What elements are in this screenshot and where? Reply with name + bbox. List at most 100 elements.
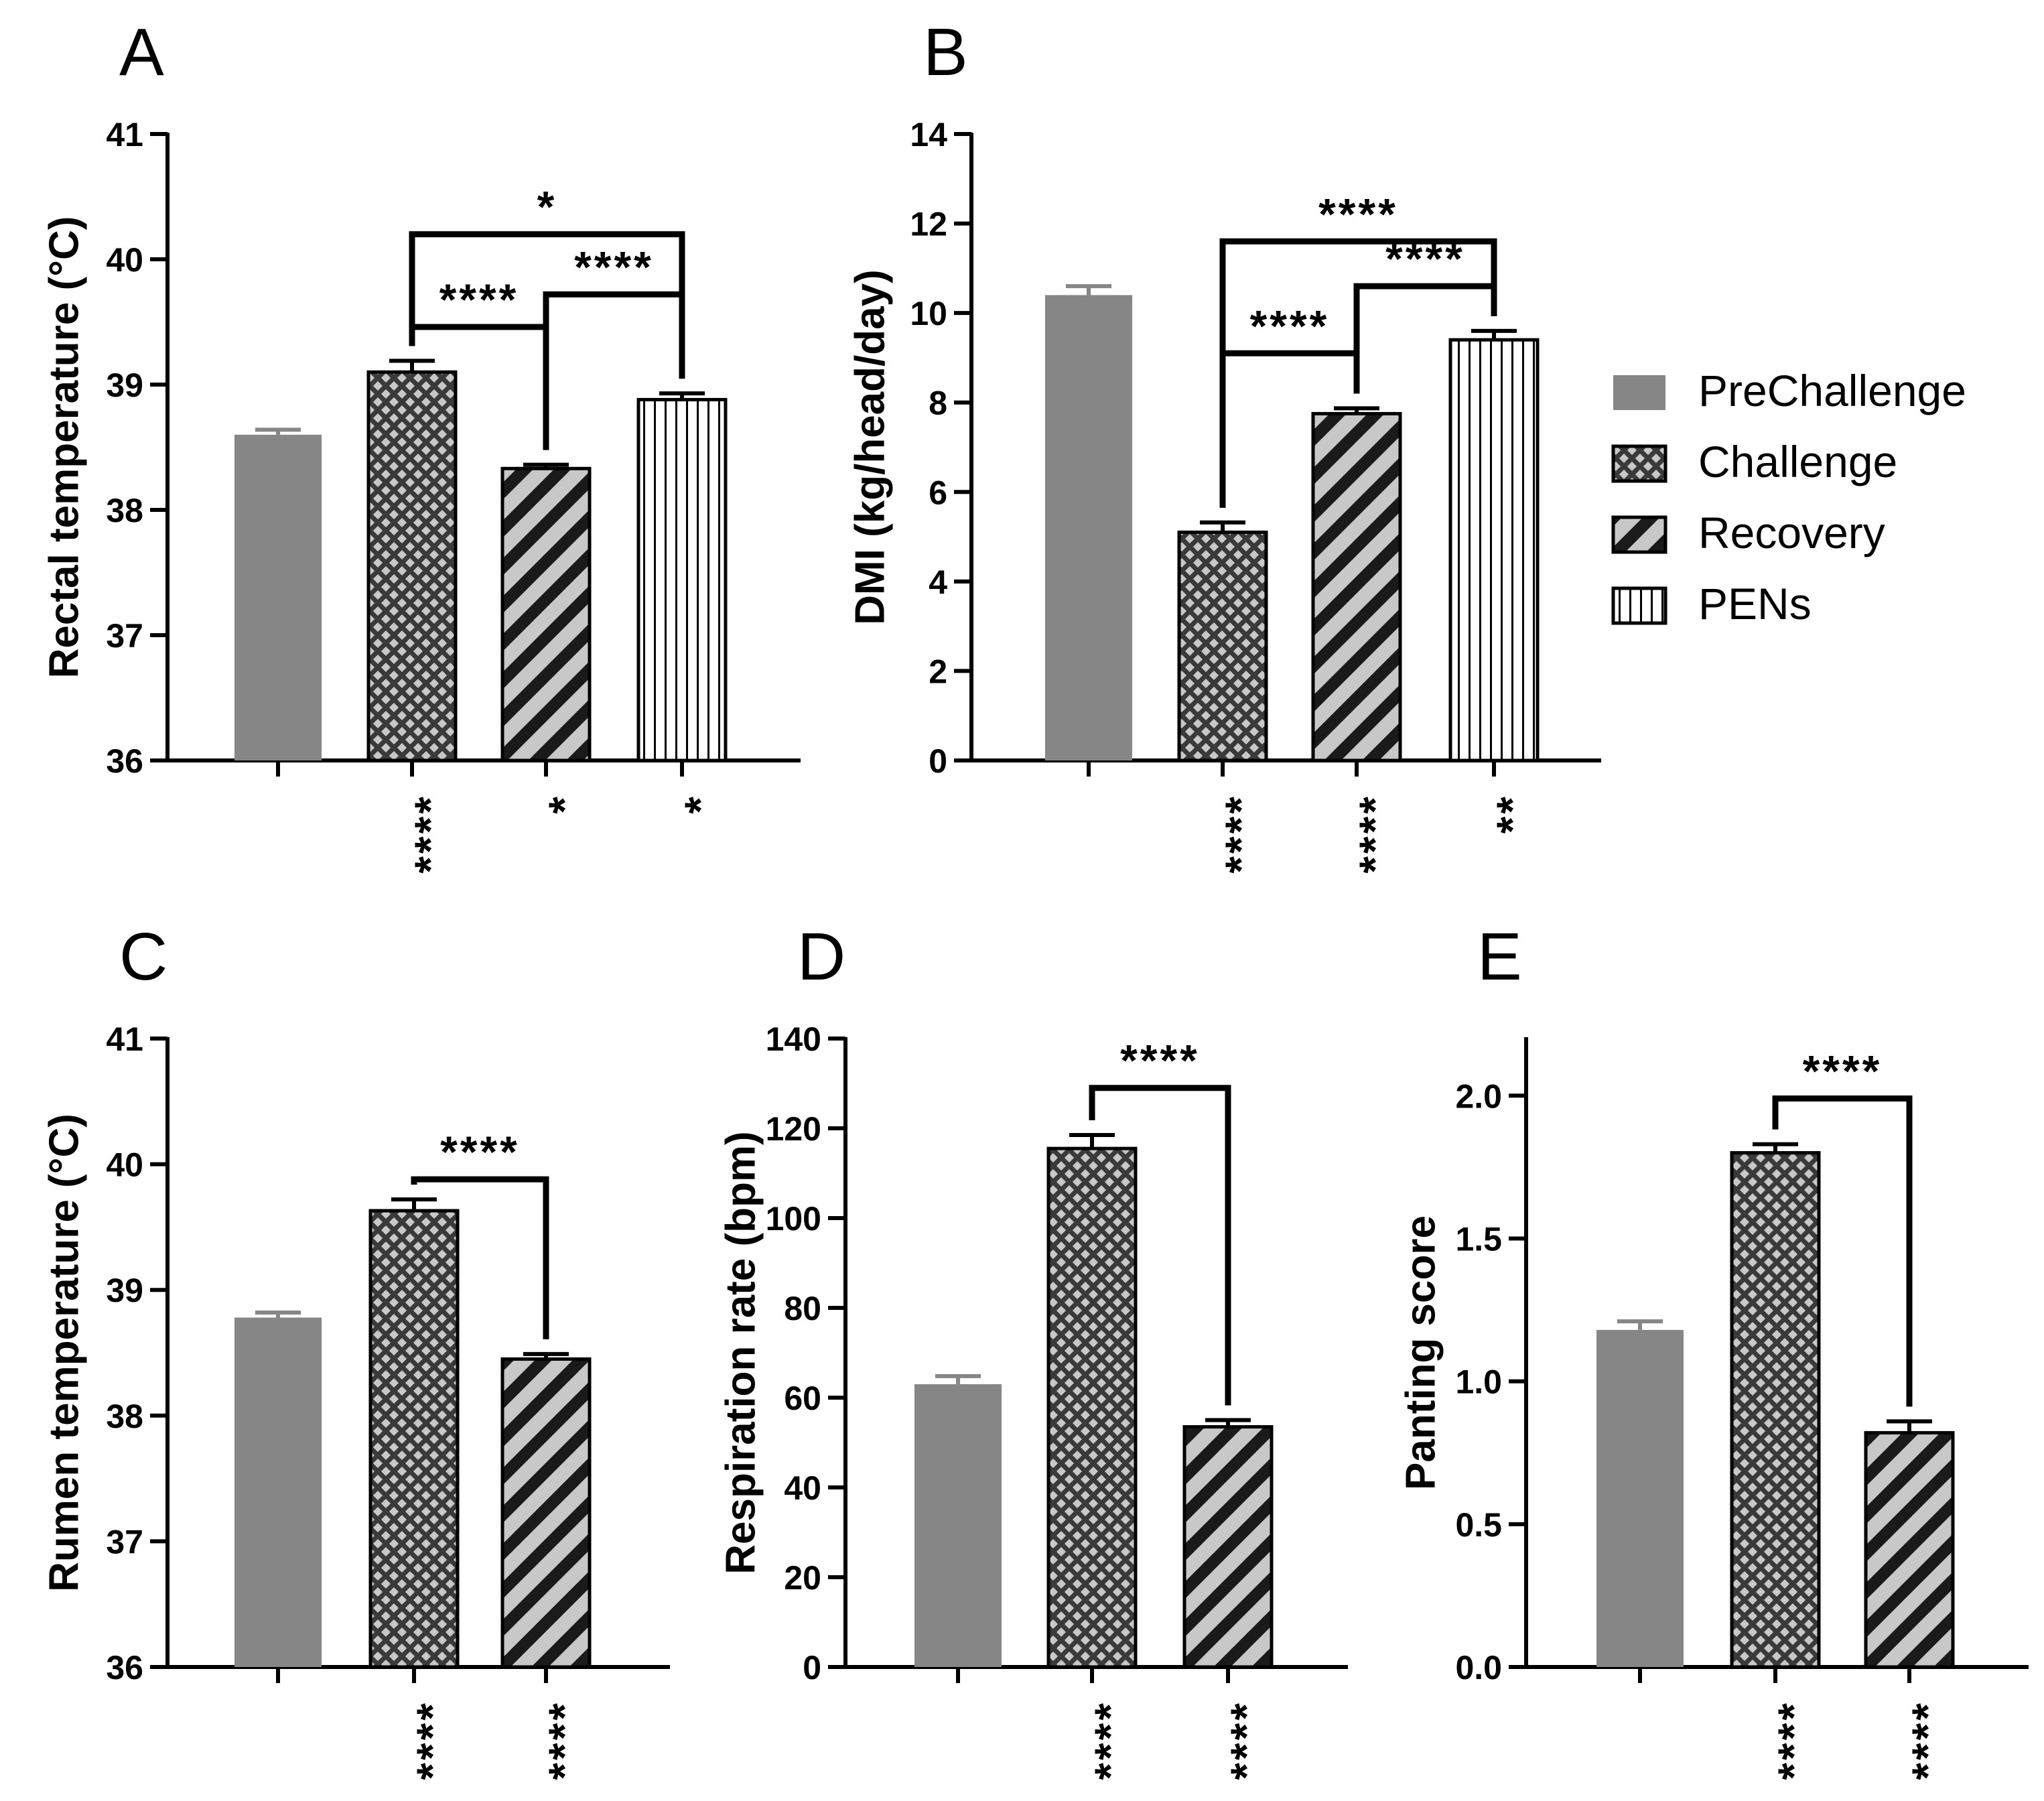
- comparison-bracket: [1089, 1085, 1231, 1406]
- bar-prechallenge: [234, 1317, 322, 1667]
- comparison-significance-label: ****: [1120, 1036, 1200, 1085]
- y-tick-label: 39: [106, 1272, 143, 1309]
- y-tick-label: 0.5: [1455, 1506, 1502, 1544]
- bar-challenge: [1730, 1151, 1821, 1669]
- bar-prechallenge: [1045, 295, 1132, 760]
- comparison-bracket: [1219, 238, 1497, 508]
- y-tick-label: 8: [929, 385, 947, 422]
- y-tick-label: 40: [784, 1469, 821, 1507]
- y-tick-label: 0: [803, 1649, 821, 1686]
- bar-recovery: [500, 466, 592, 762]
- bar-recovery: [1182, 1425, 1274, 1669]
- y-tick-label: 1.0: [1455, 1363, 1502, 1401]
- below-significance-label: ****: [1221, 1700, 1271, 1780]
- y-tick-label: 6: [929, 474, 947, 511]
- bar-challenge: [366, 370, 458, 762]
- y-tick-label: 60: [784, 1380, 821, 1417]
- y-tick-label: 41: [106, 116, 143, 153]
- y-tick-label: 14: [910, 116, 947, 153]
- y-tick-label: 10: [910, 295, 947, 332]
- below-significance-label: ****: [1216, 794, 1266, 874]
- comparison-significance-label: ****: [1803, 1047, 1883, 1096]
- y-axis-title: Rumen temperature (°C): [42, 1114, 88, 1592]
- panel-letter-b: B: [923, 15, 968, 90]
- y-tick-label: 36: [106, 742, 143, 780]
- below-significance-label: *: [539, 794, 589, 814]
- below-significance-label: ****: [1769, 1700, 1818, 1780]
- legend-label-challenge: Challenge: [1698, 437, 1897, 486]
- below-significance-label: ****: [1350, 794, 1400, 874]
- legend-label-pens: PENs: [1698, 579, 1812, 628]
- y-tick-label: 0: [929, 742, 947, 780]
- bar-prechallenge: [1596, 1329, 1684, 1667]
- bar-pens: [1448, 338, 1540, 762]
- panel-c-rumen-temperature: 36 37 38 39 40 41 Rumen temperature (°C) **** **…: [42, 1020, 670, 1780]
- panel-letter-a: A: [119, 15, 164, 90]
- y-tick-label: 140: [766, 1020, 821, 1058]
- comparison-significance-label: ****: [574, 242, 654, 291]
- panel-e-panting-score: 0.0 0.5 1.0 1.5 2.0 Panting score **** **** ****: [1398, 1037, 2029, 1780]
- legend: PreChallenge Challenge Recovery PENs: [1611, 366, 1966, 628]
- y-tick-label: 4: [929, 563, 947, 601]
- comparison-significance-label: ****: [440, 1127, 520, 1177]
- below-significance-label: ****: [405, 794, 455, 874]
- y-tick-label: 36: [106, 1649, 143, 1686]
- legend-label-prechallenge: PreChallenge: [1698, 366, 1966, 415]
- bar-pens: [636, 397, 728, 762]
- y-tick-label: 0.0: [1455, 1649, 1502, 1686]
- comparison-significance-label: *: [537, 182, 557, 232]
- y-axis-title: Rectal temperature (°C): [42, 216, 88, 679]
- y-tick-label: 2: [929, 653, 947, 690]
- y-axis-title: Panting score: [1398, 1215, 1444, 1490]
- y-tick-label: 12: [910, 206, 947, 243]
- comparison-significance-label: ****: [1250, 301, 1330, 350]
- y-tick-label: 100: [766, 1200, 821, 1238]
- comparison-significance-label: ****: [1318, 189, 1398, 239]
- panel-letter-c: C: [119, 919, 167, 994]
- y-tick-label: 37: [106, 1523, 143, 1560]
- y-tick-label: 37: [106, 617, 143, 655]
- bar-challenge: [368, 1209, 460, 1669]
- bar-challenge: [1046, 1146, 1138, 1669]
- y-tick-label: 40: [106, 1146, 143, 1184]
- legend-swatch-challenge: [1611, 444, 1667, 483]
- comparison-bracket: [411, 1176, 549, 1339]
- y-tick-label: 38: [106, 1398, 143, 1435]
- below-significance-label: *: [675, 794, 725, 814]
- panel-letter-e: E: [1477, 919, 1522, 994]
- bar-prechallenge: [914, 1384, 1002, 1667]
- y-tick-label: 1.5: [1455, 1220, 1502, 1258]
- y-tick-label: 80: [784, 1290, 821, 1327]
- y-tick-label: 20: [784, 1559, 821, 1597]
- y-axis-title: Respiration rate (bpm): [718, 1131, 764, 1574]
- y-tick-label: 40: [106, 241, 143, 279]
- legend-swatch-prechallenge: [1613, 375, 1665, 410]
- comparison-significance-label: ****: [439, 275, 519, 324]
- y-tick-label: 38: [106, 492, 143, 529]
- below-significance-label: ****: [407, 1700, 457, 1780]
- panel-letter-d: D: [797, 919, 845, 994]
- below-significance-label: ****: [1085, 1700, 1135, 1780]
- bar-recovery: [1311, 411, 1402, 762]
- below-significance-label: **: [1487, 794, 1537, 833]
- legend-swatch-recovery: [1611, 515, 1667, 554]
- y-tick-label: 39: [106, 366, 143, 404]
- bar-prechallenge: [234, 434, 322, 760]
- panel-d-respiration-rate: 0 20 40 60 80 100 120 140 Respiration rate (bpm)…: [718, 1020, 1348, 1780]
- y-tick-label: 2.0: [1455, 1077, 1502, 1115]
- bar-recovery: [1864, 1430, 1955, 1669]
- legend-label-recovery: Recovery: [1698, 508, 1885, 557]
- y-tick-label: 41: [106, 1020, 143, 1058]
- below-significance-label: ****: [539, 1700, 589, 1780]
- bar-recovery: [500, 1357, 592, 1669]
- below-significance-label: ****: [1903, 1700, 1952, 1780]
- comparison-bracket: [1772, 1095, 1913, 1407]
- y-tick-label: 120: [766, 1110, 821, 1148]
- bar-challenge: [1177, 530, 1268, 762]
- legend-swatch-pens: [1611, 586, 1667, 625]
- y-axis-title: DMI (kg/head/day): [847, 269, 894, 625]
- comparison-bracket: [409, 231, 685, 379]
